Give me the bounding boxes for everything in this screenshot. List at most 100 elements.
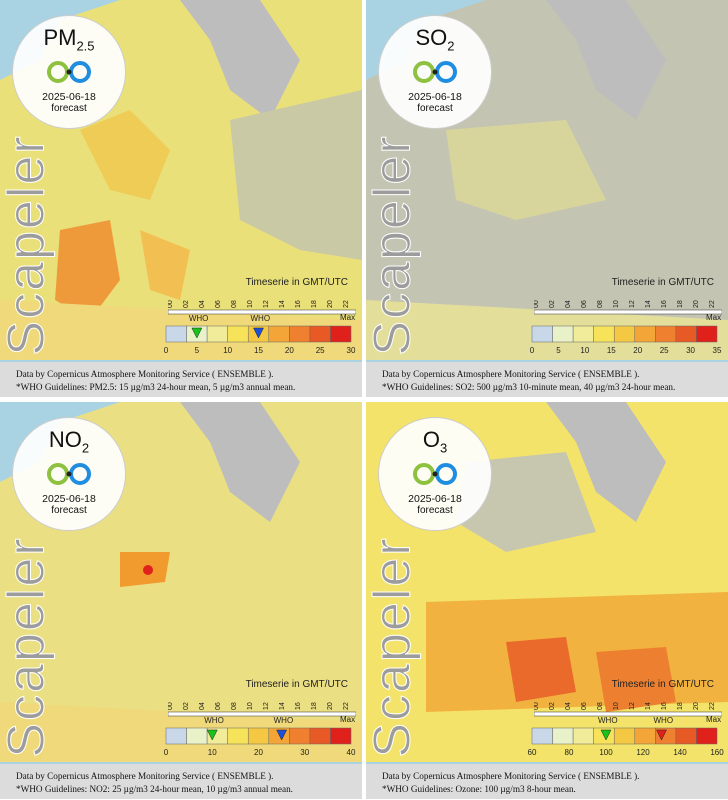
panel-pm25: PM2.5 2025-06-18 forecast Scapeler Times… <box>0 0 362 397</box>
timeline-hour: 20 <box>327 702 334 710</box>
colorbar-tick-label: 140 <box>673 748 687 757</box>
colorbar-segment <box>268 325 290 343</box>
timeline-hour: 00 <box>168 300 174 308</box>
caption: Data by Copernicus Atmosphere Monitoring… <box>366 362 728 397</box>
forecast-date: 2025-06-18 <box>408 493 462 506</box>
forecast-label: forecast <box>51 505 87 517</box>
colorbar-tick-label: 25 <box>315 346 325 355</box>
pollutant-label: O3 <box>422 427 448 456</box>
timeline-hour: 20 <box>327 300 334 308</box>
panel-no2: NO2 2025-06-18 forecast Scapeler Timeser… <box>0 402 362 799</box>
pollutant-label: SO2 <box>415 25 455 54</box>
who-label: WHO <box>653 716 674 725</box>
timeline-hour: 14 <box>645 300 652 308</box>
colorbar-ticks: 0 5 10 15 20 25 30 <box>160 346 357 358</box>
who-marker <box>276 729 288 741</box>
colorbar-segment <box>634 325 656 343</box>
colorbar <box>531 727 718 745</box>
colorbar-segment <box>675 325 697 343</box>
who-marker <box>600 729 612 741</box>
timeline-hour: 16 <box>661 300 668 308</box>
timeline-hour: 22 <box>343 702 350 710</box>
colorbar-segment <box>531 727 553 745</box>
timeline-hour: 12 <box>263 702 270 710</box>
timeline-hour: 16 <box>295 702 302 710</box>
timeline-hour: 22 <box>709 300 716 308</box>
forecast-date: 2025-06-18 <box>408 91 462 104</box>
colorbar-tick-label: 35 <box>712 346 722 355</box>
timeline-label: Timeserie in GMT/UTC <box>245 277 348 288</box>
colorbar-tick-label: 160 <box>710 748 724 757</box>
colorbar-tick-label: 0 <box>163 748 169 757</box>
colorbar-segment <box>593 325 615 343</box>
colorbar-segment <box>309 727 331 745</box>
timeline-hour: 04 <box>199 300 206 308</box>
timeline-hour: 08 <box>231 702 238 710</box>
caption-source: Data by Copernicus Atmosphere Monitoring… <box>16 771 274 781</box>
who-marker <box>656 729 667 741</box>
colorbar-tick-label: 30 <box>300 748 310 757</box>
timeline-hour: 08 <box>597 702 604 710</box>
max-label: Max <box>706 715 722 724</box>
colorbar-tick-label: 5 <box>556 346 561 355</box>
timeline-hour: 14 <box>279 300 286 308</box>
colorbar-tick-label: 20 <box>633 346 643 355</box>
colorbar-segment <box>531 325 553 343</box>
infinity-logo-icon <box>47 61 91 84</box>
colorbar-segment <box>613 727 636 745</box>
timeline-hour: 14 <box>645 702 652 710</box>
timeline-hour: 08 <box>597 300 604 308</box>
timeline-hour: 10 <box>613 702 620 710</box>
colorbar-tick-label: 30 <box>346 346 356 355</box>
max-label: Max <box>340 715 356 724</box>
timeline-hour: 18 <box>311 300 318 308</box>
brand-watermark: Scapeler <box>366 134 422 356</box>
infinity-logo-icon <box>413 463 457 486</box>
timeline-hour: 20 <box>693 300 700 308</box>
caption-who: *WHO Guidelines: NO2: 25 µg/m3 24-hour m… <box>16 784 293 794</box>
timeline-hour: 06 <box>215 300 222 308</box>
colorbar-segment <box>330 727 352 745</box>
timeline-bar <box>534 309 722 315</box>
caption-source: Data by Copernicus Atmosphere Monitoring… <box>382 369 640 379</box>
caption-who: *WHO Guidelines: PM2.5: 15 µg/m3 24-hour… <box>16 382 296 392</box>
pollutant-label: PM2.5 <box>43 25 95 54</box>
who-label: WHO <box>204 716 224 725</box>
brand-watermark: Scapeler <box>0 536 56 758</box>
colorbar <box>531 325 718 343</box>
colorbar-tick-label: 40 <box>346 748 356 757</box>
who-label: WHO <box>250 314 271 323</box>
pollutant-badge: PM2.5 2025-06-18 forecast <box>12 15 126 129</box>
timeline-label: Timeserie in GMT/UTC <box>611 277 714 288</box>
colorbar-segment <box>186 727 208 745</box>
colorbar-segment <box>165 727 187 745</box>
timeline-hour: 06 <box>581 300 588 308</box>
colorbar-tick-label: 100 <box>599 748 613 757</box>
timeline-hour: 04 <box>565 300 572 308</box>
caption: Data by Copernicus Atmosphere Monitoring… <box>0 362 362 397</box>
timeline-bar <box>534 711 722 717</box>
forecast-label: forecast <box>417 505 453 517</box>
caption: Data by Copernicus Atmosphere Monitoring… <box>0 764 362 799</box>
colorbar-tick-label: 20 <box>254 748 263 757</box>
colorbar-segment <box>634 727 656 745</box>
caption: Data by Copernicus Atmosphere Monitoring… <box>366 764 728 799</box>
colorbar-segment <box>572 727 594 745</box>
forecast-label: forecast <box>417 103 453 115</box>
colorbar-ticks: 0 10 20 30 40 <box>160 748 357 760</box>
timeline-hour: 20 <box>693 702 700 710</box>
timeline-hour: 14 <box>279 702 286 710</box>
timeline-hour: 22 <box>709 702 716 710</box>
pollutant-badge: NO2 2025-06-18 forecast <box>12 417 126 531</box>
colorbar <box>165 325 352 343</box>
timeline-hour: 00 <box>534 702 540 710</box>
max-label: Max <box>340 313 356 322</box>
colorbar-tick-label: 0 <box>529 346 535 355</box>
colorbar-segment <box>696 727 718 745</box>
timeline-hour: 22 <box>343 300 350 308</box>
timeline-bar <box>168 711 356 717</box>
timeline-axis: 00 02 04 06 08 10 12 14 16 18 20 22 <box>168 300 356 315</box>
timeline-axis: 00 02 04 06 08 10 12 14 16 18 20 22 <box>168 702 356 717</box>
colorbar-segment <box>289 325 311 343</box>
